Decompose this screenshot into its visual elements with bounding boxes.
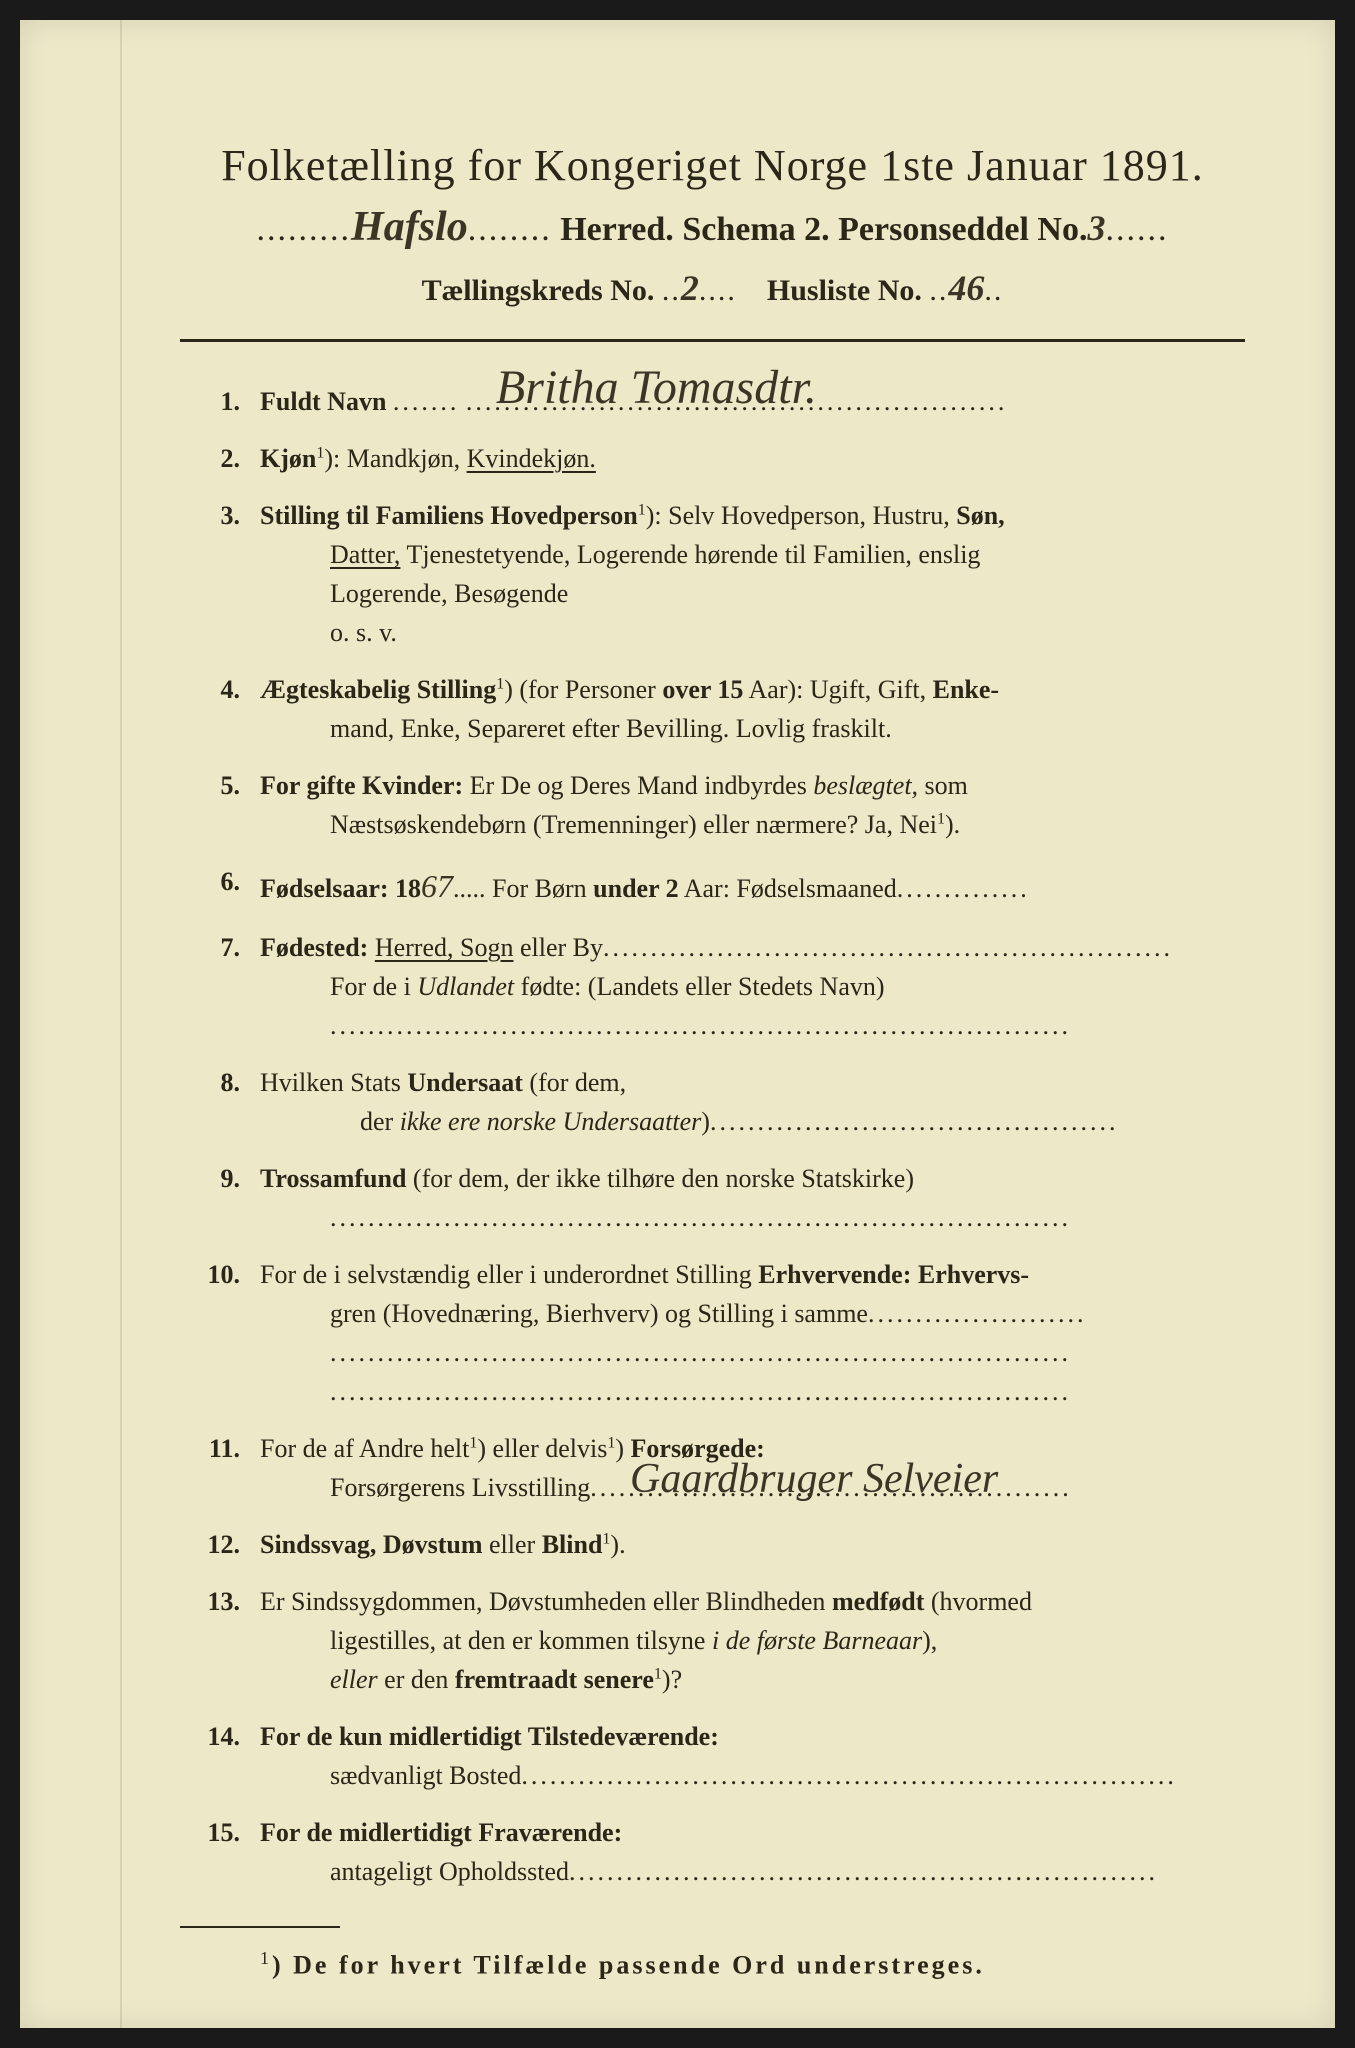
question-1: 1. Fuldt Navn ....... Britha Tomasdtr. .… <box>200 382 1245 421</box>
q10-body: For de i selvstændig eller i underordnet… <box>260 1255 1245 1411</box>
question-3: 3. Stilling til Familiens Hovedperson1):… <box>200 496 1245 652</box>
question-4: 4. Ægteskabelig Stilling1) (for Personer… <box>200 670 1245 748</box>
question-6: 6. Fødselsaar: 1867..... For Børn under … <box>200 862 1245 910</box>
q3-num: 3. <box>200 496 260 535</box>
question-11: 11. For de af Andre helt1) eller delvis1… <box>200 1429 1245 1507</box>
footnote-divider <box>180 1926 340 1928</box>
q14-label: For de kun midlertidigt Tilstedeværende: <box>260 1722 719 1751</box>
question-9: 9. Trossamfund (for dem, der ikke tilhør… <box>200 1159 1245 1237</box>
q2-underlined: Kvindekjøn. <box>467 444 596 473</box>
q8-body: Hvilken Stats Undersaat (for dem, der ik… <box>260 1063 1245 1141</box>
q12-label: Sindssvag, Døvstum <box>260 1530 483 1559</box>
subtitle-line: .........Hafslo........ Herred. Schema 2… <box>180 203 1245 251</box>
q5-body: For gifte Kvinder: Er De og Deres Mand i… <box>260 766 1245 844</box>
q1-body: Fuldt Navn ....... Britha Tomasdtr. ....… <box>260 382 1245 421</box>
tallingskreds-label: Tællingskreds No. <box>422 274 655 307</box>
q3-label: Stilling til Familiens Hovedperson <box>260 501 638 530</box>
husliste-label: Husliste No. <box>767 274 922 307</box>
q15-num: 15. <box>200 1813 260 1852</box>
footnote: 1) De for hvert Tilfælde passende Ord un… <box>180 1948 1245 1981</box>
personseddel-no: 3 <box>1087 208 1105 248</box>
q13-body: Er Sindssygdommen, Døvstumheden eller Bl… <box>260 1582 1245 1699</box>
question-list: 1. Fuldt Navn ....... Britha Tomasdtr. .… <box>180 382 1245 1891</box>
tallingskreds-no: 2 <box>681 268 699 308</box>
q3-body: Stilling til Familiens Hovedperson1): Se… <box>260 496 1245 652</box>
q15-label: For de midlertidigt Fraværende: <box>260 1818 622 1847</box>
q14-body: For de kun midlertidigt Tilstedeværende:… <box>260 1717 1245 1795</box>
q5-num: 5. <box>200 766 260 805</box>
q12-num: 12. <box>200 1525 260 1564</box>
q15-body: For de midlertidigt Fraværende: antageli… <box>260 1813 1245 1891</box>
q6-label: Fødselsaar: 18 <box>260 874 421 903</box>
q11-num: 11. <box>200 1429 260 1468</box>
q14-num: 14. <box>200 1717 260 1756</box>
question-8: 8. Hvilken Stats Undersaat (for dem, der… <box>200 1063 1245 1141</box>
q2-label: Kjøn <box>260 444 316 473</box>
header-divider <box>180 339 1245 342</box>
document-header: Folketælling for Kongeriget Norge 1ste J… <box>180 140 1245 309</box>
dots-left: ......... <box>257 211 352 248</box>
q6-answer: 67 <box>421 868 453 904</box>
question-14: 14. For de kun midlertidigt Tilstedevære… <box>200 1717 1245 1795</box>
question-13: 13. Er Sindssygdommen, Døvstumheden elle… <box>200 1582 1245 1699</box>
footnote-text: ) De for hvert Tilfælde passende Ord und… <box>272 1951 985 1980</box>
q7-label: Fødested: <box>260 933 368 962</box>
q13-num: 13. <box>200 1582 260 1621</box>
q9-body: Trossamfund (for dem, der ikke tilhøre d… <box>260 1159 1245 1237</box>
q3-underlined: Datter, <box>330 540 400 569</box>
q1-dots: ....... <box>393 387 460 416</box>
question-12: 12. Sindssvag, Døvstum eller Blind1). <box>200 1525 1245 1564</box>
q2-body: Kjøn1): Mandkjøn, Kvindekjøn. <box>260 439 1245 478</box>
q9-label: Trossamfund <box>260 1164 406 1193</box>
q7-body: Fødested: Herred, Sogn eller By.........… <box>260 928 1245 1045</box>
document-page: Folketælling for Kongeriget Norge 1ste J… <box>20 20 1335 2028</box>
main-title: Folketælling for Kongeriget Norge 1ste J… <box>180 140 1245 191</box>
q4-num: 4. <box>200 670 260 709</box>
question-7: 7. Fødested: Herred, Sogn eller By......… <box>200 928 1245 1045</box>
q4-label: Ægteskabelig Stilling <box>260 675 496 704</box>
q1-answer-wrap: Britha Tomasdtr. .......................… <box>466 382 1008 421</box>
personseddel-label: Personseddel No. <box>838 211 1087 248</box>
q10-label: Erhvervende: Erhvervs- <box>758 1260 1029 1289</box>
question-5: 5. For gifte Kvinder: Er De og Deres Man… <box>200 766 1245 844</box>
dots-right: ...... <box>1105 211 1168 248</box>
question-2: 2. Kjøn1): Mandkjøn, Kvindekjøn. <box>200 439 1245 478</box>
question-15: 15. For de midlertidigt Fraværende: anta… <box>200 1813 1245 1891</box>
q1-answer: Britha Tomasdtr. <box>496 352 817 424</box>
q8-label: Undersaat <box>407 1068 523 1097</box>
husliste-no: 46 <box>948 268 984 308</box>
q13-label: medfødt <box>832 1587 924 1616</box>
subtitle-line2: Tællingskreds No. ..2.... Husliste No. .… <box>180 267 1245 309</box>
q11-answer: Gaardbruger Selveier <box>630 1448 998 1511</box>
q12-body: Sindssvag, Døvstum eller Blind1). <box>260 1525 1245 1564</box>
herred-answer: Hafslo <box>351 204 468 250</box>
q6-body: Fødselsaar: 1867..... For Børn under 2 A… <box>260 862 1245 910</box>
q7-num: 7. <box>200 928 260 967</box>
q1-num: 1. <box>200 382 260 421</box>
q8-num: 8. <box>200 1063 260 1102</box>
schema-label: Schema 2. <box>682 211 829 248</box>
q1-label: Fuldt Navn <box>260 387 386 416</box>
q7-underlined: Herred, Sogn <box>375 933 514 962</box>
q5-label: For gifte Kvinder: <box>260 771 463 800</box>
q2-num: 2. <box>200 439 260 478</box>
q6-num: 6. <box>200 862 260 901</box>
footnote-marker: 1 <box>260 1948 272 1968</box>
q10-num: 10. <box>200 1255 260 1294</box>
q4-body: Ægteskabelig Stilling1) (for Personer ov… <box>260 670 1245 748</box>
herred-label: Herred. <box>560 211 674 248</box>
q11-body: For de af Andre helt1) eller delvis1) Fo… <box>260 1429 1245 1507</box>
dots-mid: ........ <box>468 211 552 248</box>
q9-num: 9. <box>200 1159 260 1198</box>
question-10: 10. For de i selvstændig eller i underor… <box>200 1255 1245 1411</box>
